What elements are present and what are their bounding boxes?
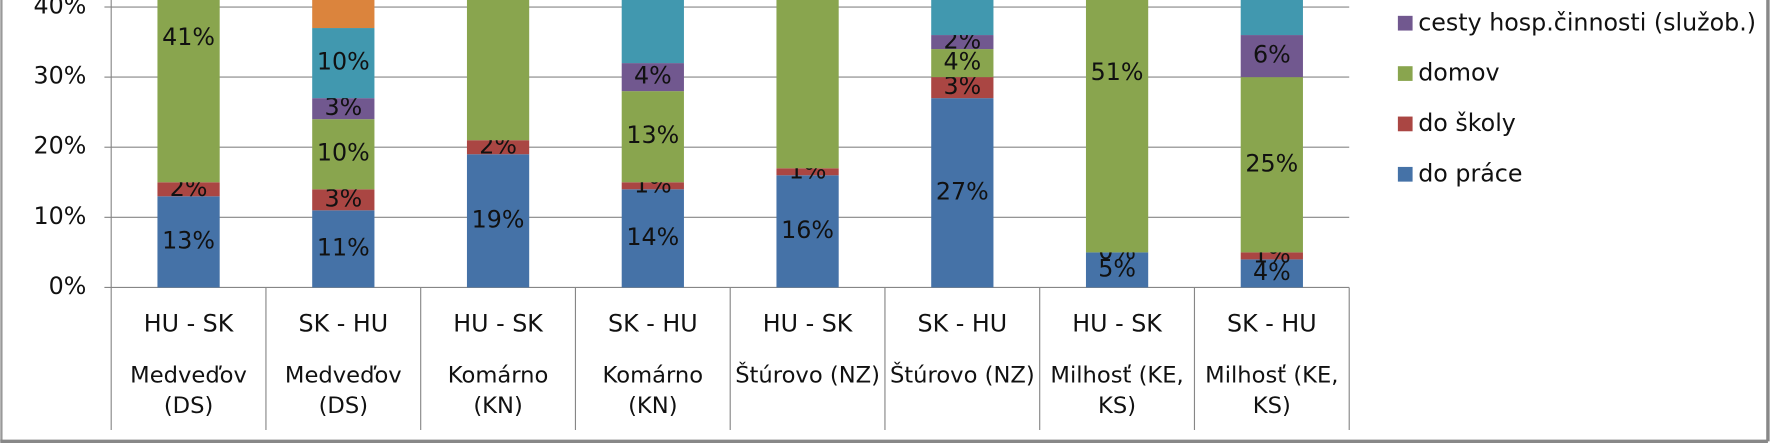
x-tick-label: HU - SK: [453, 309, 544, 337]
bar-segment: [1240, 35, 1303, 78]
bar-segment: [312, 119, 375, 190]
data-label: 4%: [943, 48, 981, 76]
data-label: 27%: [936, 177, 989, 205]
x-tick-label: SK - HU: [918, 309, 1008, 337]
x-tick-label: Komárno (KN): [602, 360, 704, 419]
data-label: 11%: [317, 233, 370, 261]
bar-segment: [1085, 0, 1149, 253]
bar-segment: [466, 154, 530, 288]
x-tick-label: Milhosť (KE, KS): [1205, 360, 1339, 419]
x-tick-label: HU - SK: [763, 309, 854, 337]
x-tick-label: HU - SK: [1072, 309, 1163, 337]
x-tick-label: Štúrovo (NZ): [889, 360, 1035, 389]
legend-swatch: [1397, 66, 1413, 81]
bar-segment: [931, 49, 994, 78]
x-tick-label-box: Štúrovo (NZ): [889, 360, 1035, 389]
y-tick-label: 30%: [33, 62, 86, 90]
legend-swatch: [1397, 166, 1413, 182]
x-tick-label: SK - HU: [1227, 309, 1317, 337]
data-label: 13%: [162, 226, 215, 254]
data-label: 16%: [781, 216, 834, 244]
bar-segment: [621, 0, 684, 64]
x-tick-label-box: Štúrovo (NZ): [735, 360, 880, 389]
data-label: 6%: [1253, 41, 1291, 69]
bar-segment: [931, 98, 994, 288]
x-tick-label-box: Milhosť (KE, KS): [1205, 360, 1339, 419]
legend-label: domov: [1418, 59, 1499, 87]
x-tick-label-box: Milhosť (KE, KS): [1050, 360, 1184, 419]
data-label: 41%: [162, 23, 215, 51]
legend-swatch: [1397, 116, 1413, 132]
legend-label: do práce: [1418, 159, 1522, 187]
data-label: 13%: [626, 121, 679, 149]
x-tick-label: SK - HU: [608, 309, 698, 337]
data-label: 51%: [1091, 58, 1144, 86]
y-tick-label: 40%: [33, 0, 86, 20]
y-tick-label: 20%: [33, 132, 86, 160]
data-label: 25%: [1245, 149, 1298, 177]
data-label: 19%: [472, 205, 525, 233]
bar-segment: [621, 189, 684, 288]
x-tick-label: Medveďov (DS): [130, 360, 247, 419]
bar-segment: [157, 196, 220, 288]
legend-swatch: [1397, 15, 1413, 31]
bar-segment: [621, 91, 684, 183]
bar-segment: [931, 35, 994, 50]
bar-segment: [312, 189, 375, 211]
bar-segment: [312, 28, 375, 99]
bar-segment: [931, 77, 994, 99]
bar-segment: [931, 0, 994, 36]
x-tick-label: SK - HU: [299, 309, 389, 337]
data-label: 14%: [626, 223, 679, 251]
y-tick-label: 10%: [33, 202, 86, 230]
bar-segment: [1085, 252, 1149, 288]
x-tick-label: HU - SK: [144, 309, 235, 337]
x-tick-label: Komárno (KN): [447, 360, 549, 419]
x-tick-label: Štúrovo (NZ): [735, 360, 880, 389]
data-label: 4%: [634, 62, 672, 90]
x-tick-label-box: Komárno (KN): [602, 360, 704, 419]
bar-segment: [621, 63, 684, 92]
bar-segment: [621, 182, 684, 190]
bar-segment: [157, 182, 220, 197]
x-tick-label: Medveďov (DS): [284, 360, 402, 419]
bar-segment: [1240, 259, 1303, 288]
bar-segment: [466, 0, 530, 141]
data-label: 4%: [1253, 258, 1291, 286]
x-tick-label-box: Medveďov (DS): [284, 360, 402, 419]
bar-segment: [1240, 252, 1303, 260]
bar-segment: [312, 0, 375, 29]
data-label: 13%: [1245, 0, 1298, 2]
bar-segment: [312, 98, 375, 120]
data-label: 10%: [317, 48, 370, 76]
bar-segment: [776, 0, 839, 169]
bar-segment: [312, 210, 375, 288]
x-tick-label: Milhosť (KE, KS): [1050, 360, 1184, 419]
y-tick-label: 0%: [49, 272, 87, 300]
x-tick-label-box: Komárno (KN): [447, 360, 549, 419]
data-label: 5%: [1098, 254, 1136, 282]
legend-label: cesty hosp.činnosti (služob.): [1418, 8, 1756, 36]
bar-segment: [466, 140, 530, 155]
bar-segment: [776, 175, 839, 288]
legend-label: do školy: [1418, 109, 1516, 137]
bar-segment: [1240, 77, 1303, 253]
data-label: 10%: [317, 139, 370, 167]
x-tick-label-box: Medveďov (DS): [130, 360, 247, 419]
bar-segment: [1240, 0, 1303, 36]
bar-segment: [776, 168, 839, 176]
bar-segment: [157, 0, 220, 183]
